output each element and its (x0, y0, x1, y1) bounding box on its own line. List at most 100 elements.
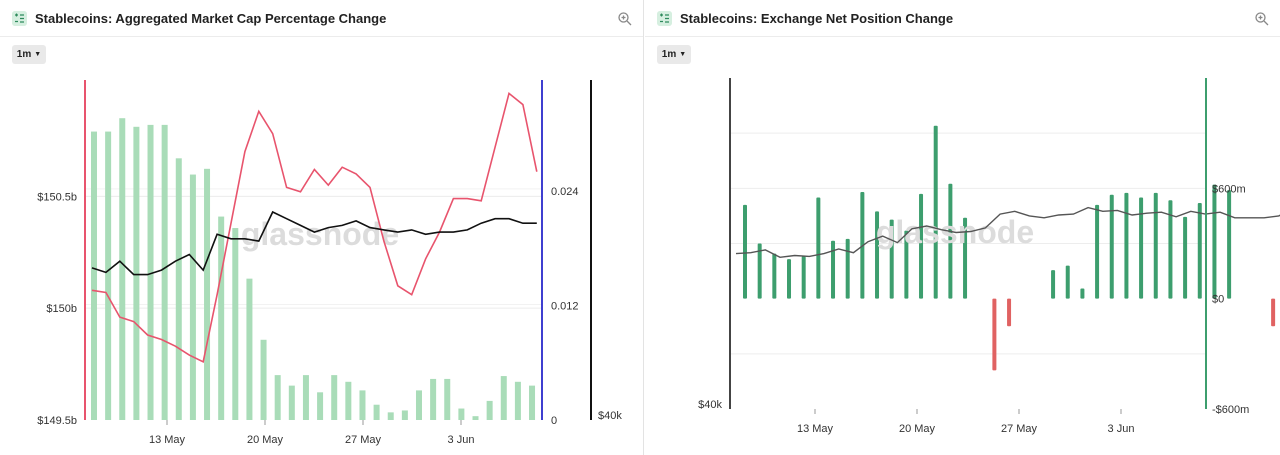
bar (757, 243, 762, 299)
bar (401, 410, 408, 420)
bar (1227, 190, 1232, 299)
right-axis-tick-label: 0.012 (551, 300, 579, 312)
bar (1007, 298, 1012, 327)
left-axis-tick-label: $150.5b (37, 191, 77, 203)
gray-line-series (735, 206, 1280, 259)
bar (500, 376, 507, 420)
bar (831, 240, 836, 299)
chart-panel-right: Stablecoins: Exchange Net Position Chang… (645, 0, 1280, 455)
chart-panel-left: Stablecoins: Aggregated Market Cap Perce… (0, 0, 643, 446)
left-axis-tick-label: $150b (46, 303, 77, 315)
bar (133, 126, 140, 420)
bar (816, 197, 821, 299)
right-axis-tick-label: 0 (551, 415, 557, 427)
x-axis-tick-label: 27 May (345, 434, 382, 446)
bar (904, 230, 909, 299)
red-line-series (91, 91, 538, 363)
bar (260, 339, 267, 420)
x-axis-tick-label: 13 May (797, 423, 834, 435)
bar (1051, 270, 1056, 299)
x-axis-tick-label: 20 May (247, 434, 284, 446)
bar (514, 381, 521, 420)
x-axis-tick-label: 3 Jun (1108, 423, 1135, 435)
right-axis-tick-label: $600m (1212, 183, 1246, 195)
bar (1271, 298, 1276, 327)
bar (1139, 197, 1144, 299)
bar (992, 298, 997, 371)
range-label: 1m (16, 49, 32, 60)
x-axis-tick-label: 13 May (149, 434, 186, 446)
bar (232, 228, 239, 420)
bar (345, 381, 352, 420)
bar (274, 375, 281, 420)
bar (105, 131, 112, 420)
panel-header: Stablecoins: Exchange Net Position Chang… (645, 0, 1280, 37)
chart-title: Stablecoins: Exchange Net Position Chang… (680, 11, 954, 26)
bar (933, 125, 938, 299)
bar (204, 168, 211, 420)
bar (845, 238, 850, 299)
bar (963, 217, 968, 299)
panel-header: Stablecoins: Aggregated Market Cap Perce… (0, 0, 643, 37)
bar (175, 158, 182, 420)
bar (189, 174, 196, 420)
bar (1197, 203, 1202, 299)
caret-down-icon: ▼ (34, 51, 42, 58)
bar (948, 183, 953, 299)
bar (1153, 192, 1158, 299)
bar (218, 216, 225, 420)
bar (486, 400, 493, 420)
bar (472, 416, 479, 420)
bar (801, 256, 806, 299)
bar (430, 378, 437, 420)
panel-divider (643, 0, 644, 455)
bar (458, 408, 465, 420)
magnifier-plus-icon[interactable] (617, 11, 633, 27)
right-axis-tick-label: -$600m (1212, 404, 1249, 416)
bar (161, 124, 168, 421)
bar (1124, 192, 1129, 299)
x-axis-tick-label: 27 May (1001, 423, 1038, 435)
bar (415, 390, 422, 420)
x-axis-tick-label: 3 Jun (448, 434, 475, 446)
bar (1212, 184, 1217, 299)
bar (317, 392, 324, 420)
bar (331, 375, 338, 420)
bar (373, 404, 380, 420)
bar (772, 253, 777, 299)
magnifier-plus-icon[interactable] (1254, 11, 1270, 27)
bar (1080, 288, 1085, 299)
bar (91, 131, 97, 420)
bar (119, 118, 126, 421)
caret-down-icon: ▼ (679, 51, 687, 58)
bar (387, 412, 394, 420)
chart-settings-icon[interactable] (12, 11, 27, 26)
bar (787, 259, 792, 299)
bar (1065, 265, 1070, 299)
range-label: 1m (661, 49, 677, 60)
left-axis-tick-label: $149.5b (37, 415, 77, 427)
left-axis-tick-label: $40k (698, 399, 722, 411)
market-cap-chart: glassnode $149.5b $150b $150.5b 0 0.012 0.024 $… (37, 80, 622, 446)
bar (1183, 216, 1188, 299)
bar (529, 385, 536, 420)
bar (1168, 200, 1173, 299)
bar (444, 378, 451, 420)
range-selector[interactable]: 1m ▼ (12, 45, 46, 64)
bar (359, 390, 366, 420)
x-axis-tick-label: 20 May (899, 423, 936, 435)
range-selector[interactable]: 1m ▼ (657, 45, 691, 64)
right-axis-tick-label: 0.024 (551, 186, 579, 198)
black-line-series (91, 210, 537, 276)
chart-settings-icon[interactable] (657, 11, 672, 26)
right-outer-axis-tick-label: $40k (598, 410, 622, 422)
bar (246, 278, 253, 420)
bar (147, 124, 154, 421)
chart-title: Stablecoins: Aggregated Market Cap Perce… (35, 11, 387, 26)
bar (743, 204, 747, 299)
bar (875, 211, 880, 299)
bar (1109, 194, 1114, 299)
bar (1095, 204, 1100, 299)
bar (288, 385, 295, 420)
